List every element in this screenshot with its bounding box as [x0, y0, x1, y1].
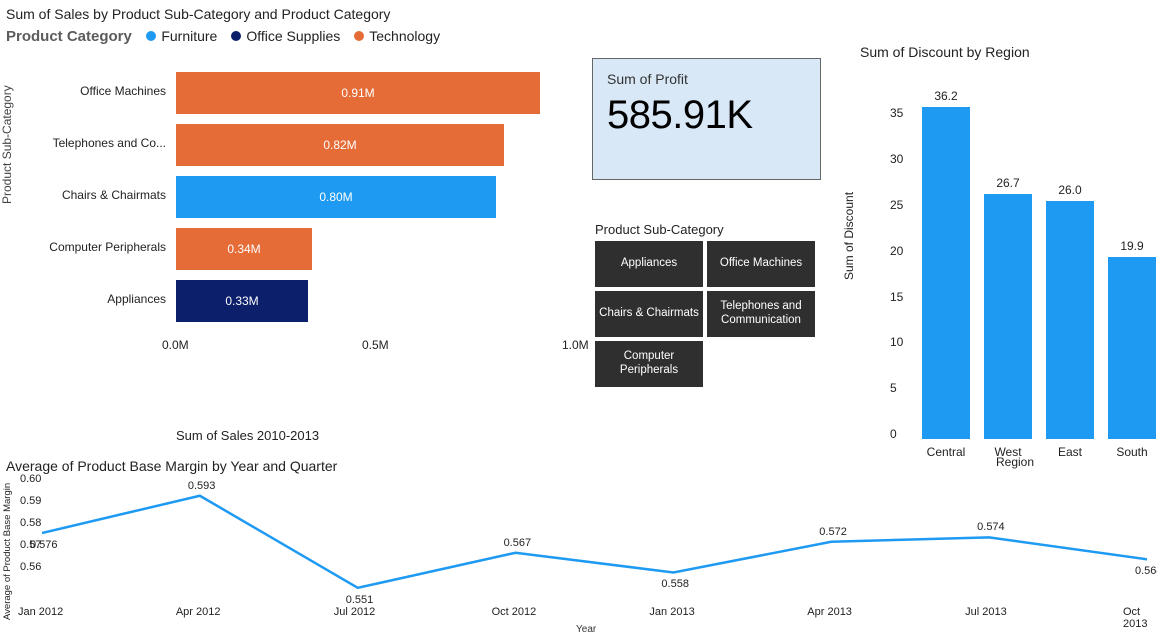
legend-item-label: Furniture — [161, 28, 217, 44]
line-y-axis-label: Average of Product Base Margin — [2, 483, 13, 620]
sales-bar-value: 0.33M — [225, 294, 258, 308]
line-xtick: Jan 2013 — [649, 606, 694, 618]
sales-xtick: 0.5M — [362, 338, 389, 352]
line-ytick: 0.56 — [20, 561, 41, 573]
sales-bar[interactable]: 0.33M — [176, 280, 308, 322]
filter-title: Product Sub-Category — [595, 222, 825, 237]
sales-bar-value: 0.80M — [319, 190, 352, 204]
sales-bar[interactable]: 0.82M — [176, 124, 504, 166]
line-point-value: 0.558 — [661, 578, 689, 590]
line-point-value: 0.551 — [346, 594, 374, 606]
discount-bar-value: 19.9 — [1108, 239, 1156, 253]
line-xtick: Apr 2013 — [807, 606, 852, 618]
sales-bar-value: 0.91M — [341, 86, 374, 100]
line-point-value: 0.572 — [819, 526, 847, 538]
sales-bar-row: Chairs & Chairmats 0.80M — [6, 176, 586, 218]
filter-grid: AppliancesOffice MachinesChairs & Chairm… — [595, 241, 825, 387]
sales-bar-row: Telephones and Co... 0.82M — [6, 124, 586, 166]
sales-bar[interactable]: 0.91M — [176, 72, 540, 114]
line-point-value: 0.567 — [504, 537, 532, 549]
line-chart-title: Average of Product Base Margin by Year a… — [6, 458, 1154, 474]
filter-tile[interactable]: Office Machines — [707, 241, 815, 287]
legend-dot-icon — [354, 31, 364, 41]
sales-legend-label: Product Category — [6, 28, 132, 45]
sales-x-axis-label: Sum of Sales 2010-2013 — [176, 428, 319, 443]
sales-chart-plot: Office Machines 0.91M Telephones and Co...… — [6, 72, 586, 402]
filter-tile[interactable]: Chairs & Chairmats — [595, 291, 703, 337]
line-xtick: Jul 2013 — [965, 606, 1007, 618]
discount-bar-rect — [1046, 201, 1094, 439]
line-point-value: 0.574 — [977, 521, 1005, 533]
discount-bar-rect — [1108, 257, 1156, 439]
sales-category-label: Appliances — [6, 292, 166, 306]
legend-item[interactable]: Technology — [354, 28, 440, 44]
discount-bar-rect — [922, 107, 970, 439]
discount-by-region-panel: Sum of Discount by Region Sum of Discoun… — [860, 44, 1152, 474]
subcategory-filter-panel: Product Sub-Category AppliancesOffice Ma… — [595, 222, 825, 387]
sales-bar[interactable]: 0.80M — [176, 176, 496, 218]
line-point-value: 0.593 — [188, 480, 216, 492]
sales-bar-row: Office Machines 0.91M — [6, 72, 586, 114]
discount-bar[interactable]: 19.9South — [1108, 257, 1156, 439]
legend-dot-icon — [146, 31, 156, 41]
line-x-axis-label: Year — [576, 624, 596, 635]
discount-chart-title: Sum of Discount by Region — [860, 44, 1030, 60]
discount-bar-rect — [984, 194, 1032, 439]
sales-bar-row: Appliances 0.33M — [6, 280, 586, 322]
line-xtick: Jan 2012 — [18, 606, 63, 618]
sales-by-subcategory-panel: Sum of Sales by Product Sub-Category and… — [6, 6, 586, 446]
kpi-value: 585.91K — [607, 93, 806, 138]
discount-ytick: 15 — [890, 290, 903, 304]
discount-ytick: 35 — [890, 106, 903, 120]
discount-ytick: 20 — [890, 244, 903, 258]
line-ytick: 0.60 — [20, 473, 41, 485]
sales-bar[interactable]: 0.34M — [176, 228, 312, 270]
sales-legend: Product Category Furniture Office Supplie… — [6, 28, 586, 46]
discount-bar[interactable]: 26.0East — [1046, 201, 1094, 439]
line-point-value: 0.576 — [30, 539, 58, 551]
margin-line-panel: Average of Product Base Margin by Year a… — [6, 458, 1154, 633]
legend-dot-icon — [231, 31, 241, 41]
line-point-value: 0.564 — [1135, 565, 1157, 577]
legend-item-label: Technology — [369, 28, 440, 44]
filter-tile[interactable]: Appliances — [595, 241, 703, 287]
discount-bar-value: 36.2 — [922, 89, 970, 103]
discount-bar[interactable]: 36.2Central — [922, 107, 970, 439]
sales-bar-value: 0.82M — [323, 138, 356, 152]
line-svg — [42, 476, 1147, 601]
sales-category-label: Computer Peripherals — [6, 240, 166, 254]
line-xtick: Oct 2012 — [492, 606, 537, 618]
discount-y-axis-label: Sum of Discount — [842, 192, 856, 280]
filter-tile[interactable]: Computer Peripherals — [595, 341, 703, 387]
kpi-label: Sum of Profit — [607, 71, 806, 87]
line-ytick: 0.59 — [20, 495, 41, 507]
discount-chart-plot: 0 5 10 15 20 25 30 35 36.2Central 26.7West 26.0Eas… — [880, 74, 1150, 469]
sales-category-label: Chairs & Chairmats — [6, 188, 166, 202]
discount-bar[interactable]: 26.7West — [984, 194, 1032, 439]
sales-category-label: Office Machines — [6, 84, 166, 98]
discount-ytick: 25 — [890, 198, 903, 212]
legend-item[interactable]: Furniture — [146, 28, 217, 44]
sales-xtick: 1.0M — [562, 338, 589, 352]
line-xtick: Jul 2012 — [334, 606, 376, 618]
sales-xtick: 0.0M — [162, 338, 189, 352]
discount-ytick: 10 — [890, 335, 903, 349]
line-series[interactable] — [42, 496, 1147, 588]
line-xtick: Apr 2012 — [176, 606, 221, 618]
sales-category-label: Telephones and Co... — [6, 136, 166, 150]
legend-item[interactable]: Office Supplies — [231, 28, 340, 44]
sales-chart-title: Sum of Sales by Product Sub-Category and… — [6, 6, 586, 22]
sales-bar-row: Computer Peripherals 0.34M — [6, 228, 586, 270]
discount-ytick: 0 — [890, 427, 897, 441]
sales-bar-value: 0.34M — [227, 242, 260, 256]
filter-tile[interactable]: Telephones and Communication — [707, 291, 815, 337]
profit-kpi-card: Sum of Profit 585.91K — [592, 58, 821, 180]
discount-bar-value: 26.0 — [1046, 183, 1094, 197]
discount-bar-value: 26.7 — [984, 176, 1032, 190]
line-ytick: 0.58 — [20, 517, 41, 529]
legend-item-label: Office Supplies — [246, 28, 340, 44]
line-xtick: Oct 2013 — [1123, 606, 1154, 630]
discount-ytick: 30 — [890, 152, 903, 166]
discount-ytick: 5 — [890, 381, 897, 395]
